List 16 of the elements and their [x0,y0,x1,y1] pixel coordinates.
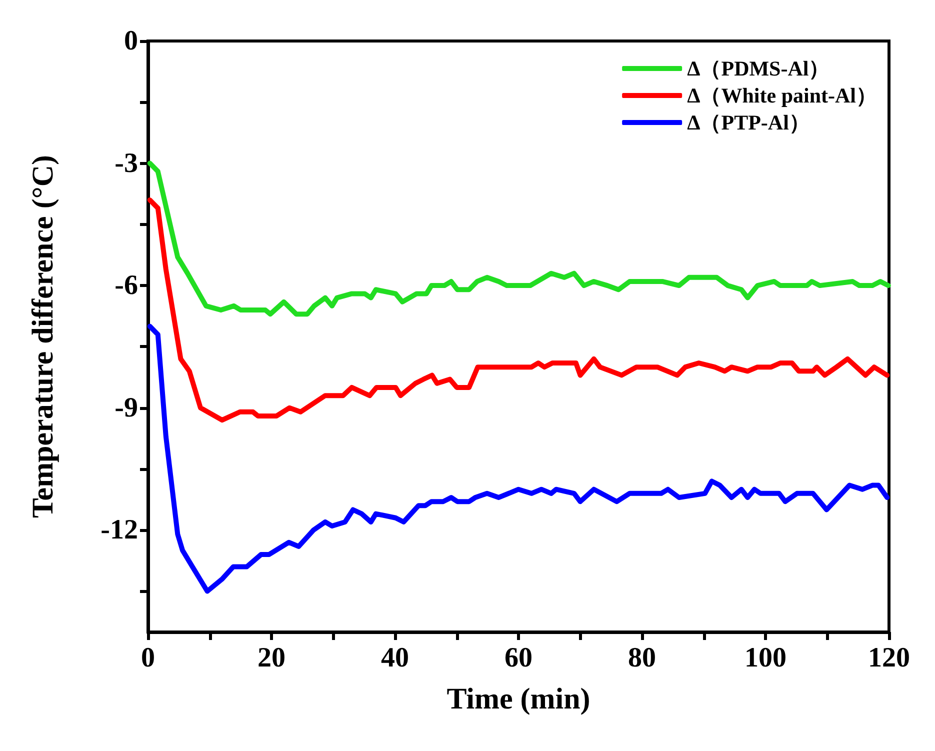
x-tick-label: 40 [381,642,409,674]
y-tick-label: -6 [114,270,138,302]
y-tick-label: -9 [114,392,138,424]
x-tick-label: 100 [744,642,786,674]
x-tick-label: 80 [628,642,656,674]
legend-label: Δ（PTP-Al） [687,110,810,134]
legend-label: Δ（PDMS-Al） [687,56,830,80]
x-axis-title: Time (min) [446,682,590,716]
y-tick-label: -3 [114,148,138,179]
y-tick-label: -12 [100,514,138,546]
x-tick-label: 120 [868,642,910,674]
legend-label: Δ（White paint-Al） [687,84,878,108]
x-tick-label: 60 [504,642,532,674]
y-tick-label: 0 [124,26,138,56]
y-axis-title: Temperature difference (°C) [26,154,60,518]
x-tick-label: 20 [258,642,286,674]
